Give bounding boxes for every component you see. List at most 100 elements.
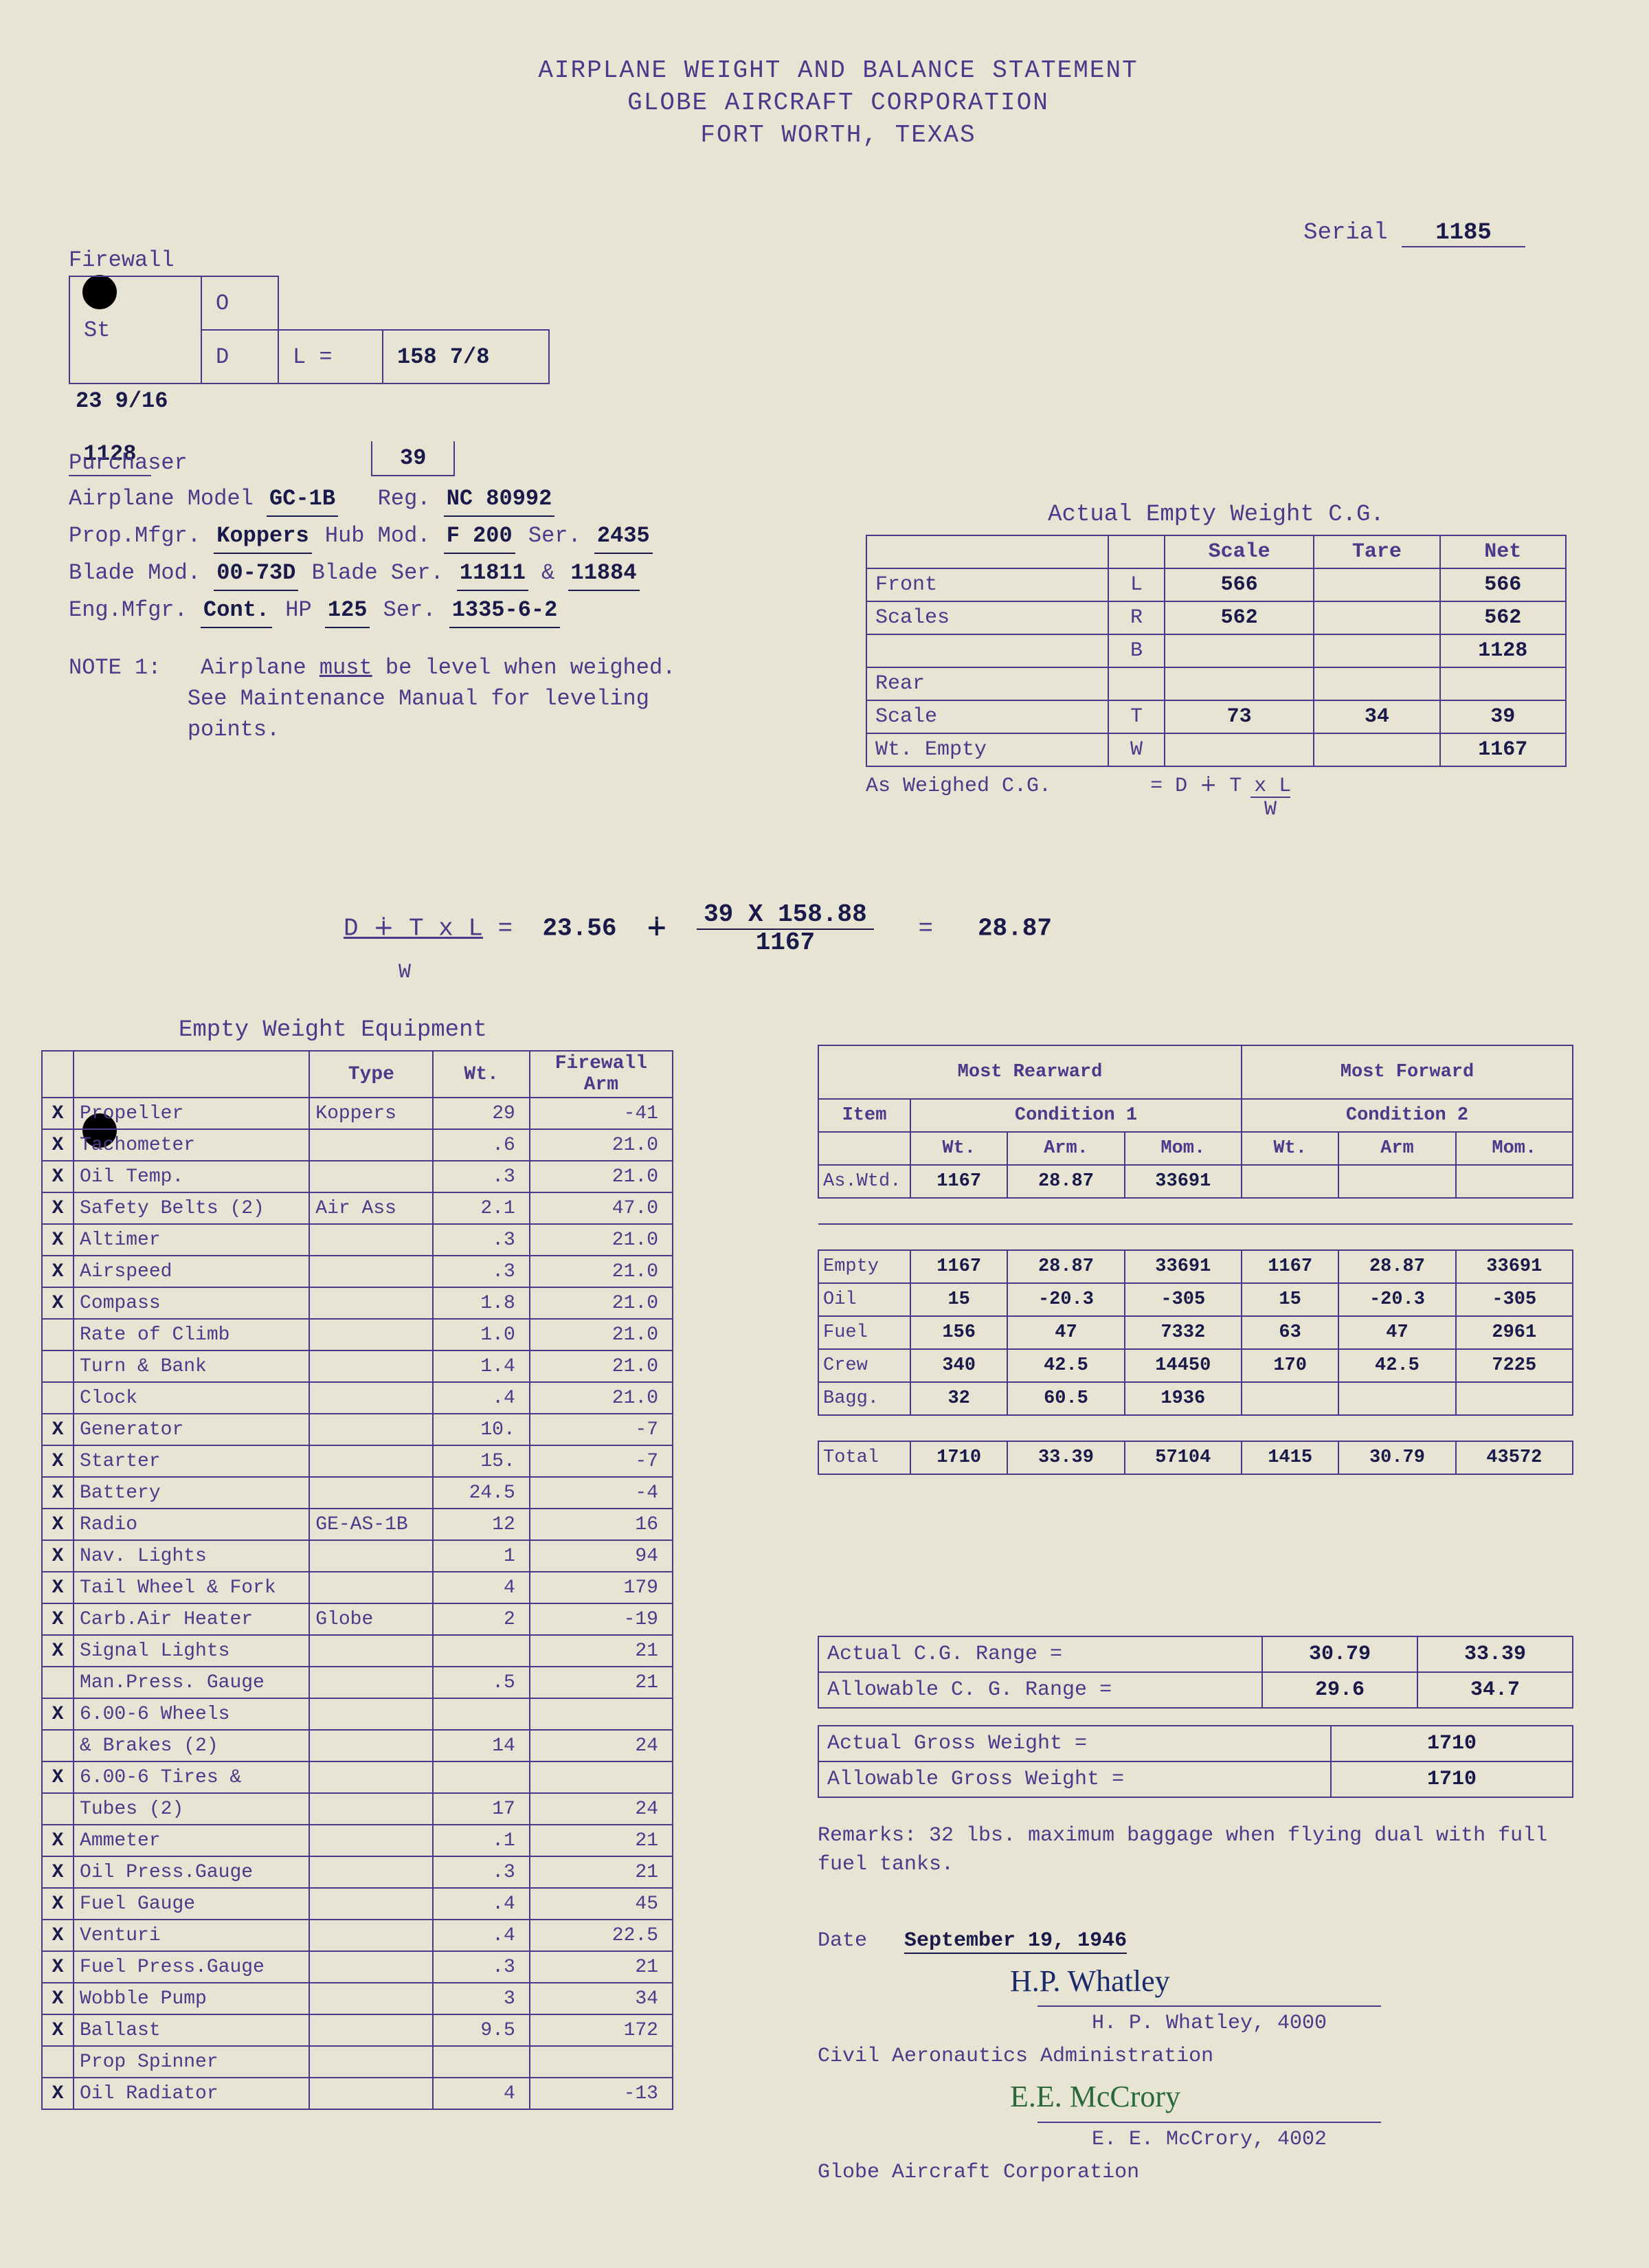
serial-label: Serial (1303, 220, 1387, 246)
d-label: D (216, 344, 229, 370)
wcg-cell: 34 (1314, 700, 1439, 733)
equipment-row: XWobble Pump334 (42, 1983, 673, 2014)
equipment-cell: Clock (74, 1382, 309, 1414)
equipment-row: XPropellerKoppers29-41 (42, 1098, 673, 1129)
rear-header: Most Rearward (958, 1062, 1103, 1082)
equipment-cell: X (42, 1224, 74, 1256)
wcg-cell (1314, 667, 1439, 700)
equipment-cell: X (42, 1635, 74, 1667)
hub-mod-value: F 200 (444, 520, 515, 554)
equipment-cell: 9.5 (433, 2014, 529, 2046)
equipment-cell: Ballast (74, 2014, 309, 2046)
l-value: 158 7/8 (397, 344, 489, 370)
equipment-cell: 29 (433, 1098, 529, 1129)
equipment-row: XSafety Belts (2)Air Ass2.147.0 (42, 1192, 673, 1224)
cond-aswtd-cell: 33691 (1125, 1165, 1242, 1198)
equipment-cell (309, 1888, 433, 1920)
equipment-row: X6.00-6 Wheels (42, 1698, 673, 1730)
equipment-cell: Airspeed (74, 1256, 309, 1287)
note-label: NOTE 1: (69, 655, 161, 680)
equipment-cell (42, 1793, 74, 1825)
wcg-cell (1108, 667, 1165, 700)
equipment-cell: Carb.Air Heater (74, 1603, 309, 1635)
equipment-cell (309, 1161, 433, 1192)
wcg-cell: 39 (1440, 700, 1566, 733)
equipment-row: XOil Radiator4-13 (42, 2078, 673, 2109)
equipment-row: XFuel Gauge.445 (42, 1888, 673, 1920)
condition-total-cell: 33.39 (1007, 1441, 1124, 1474)
formula-eq2: = (919, 915, 934, 943)
equipment-cell: Generator (74, 1414, 309, 1445)
formula-result: 28.87 (978, 915, 1052, 943)
header-line2: GLOBE AIRCRAFT CORPORATION (69, 87, 1608, 120)
equipment-row: XTachometer.621.0 (42, 1129, 673, 1161)
condition-cell: 7332 (1125, 1316, 1242, 1349)
equipment-cell: 1 (433, 1540, 529, 1572)
cond-aswtd-cell: 1167 (910, 1165, 1007, 1198)
wcg-cell (1314, 601, 1439, 634)
equipment-row: XAltimer.321.0 (42, 1224, 673, 1256)
equipment-cell (42, 1382, 74, 1414)
range-cell: Allowable C. G. Range = (818, 1672, 1262, 1708)
equipment-cell: .5 (433, 1667, 529, 1698)
equipment-cell (309, 2014, 433, 2046)
equipment-row: XFuel Press.Gauge.321 (42, 1951, 673, 1983)
equipment-cell: Radio (74, 1509, 309, 1540)
equipment-cell: X (42, 1192, 74, 1224)
condition-row: Empty116728.8733691116728.8733691 (818, 1250, 1573, 1283)
equipment-cell: X (42, 2078, 74, 2109)
equipment-cell: X (42, 1098, 74, 1129)
equipment-row: XSignal Lights21 (42, 1635, 673, 1667)
cond-subcol: Mom. (1456, 1132, 1573, 1165)
equipment-cell: 1.8 (433, 1287, 529, 1319)
equipment-cell: X (42, 1825, 74, 1856)
document-header: AIRPLANE WEIGHT AND BALANCE STATEMENT GL… (69, 55, 1608, 151)
hp-label: HP (285, 597, 311, 623)
wcg-cell: Scales (866, 601, 1108, 634)
equipment-row: Prop Spinner (42, 2046, 673, 2078)
condition-cell: 14450 (1125, 1349, 1242, 1382)
sig2-org: Globe Aircraft Corporation (818, 2156, 1573, 2189)
formula-plus: ∔ (647, 915, 667, 943)
equipment-cell: 14 (433, 1730, 529, 1761)
wcg-cell: 73 (1165, 700, 1314, 733)
condition-cell: Bagg. (818, 1382, 910, 1415)
equipment-cell: .3 (433, 1161, 529, 1192)
equipment-cell: X (42, 1761, 74, 1793)
condition-row: Fuel15647733263472961 (818, 1316, 1573, 1349)
condition-cell: Crew (818, 1349, 910, 1382)
serial-field: Serial 1185 (1303, 220, 1525, 247)
date-value: September 19, 1946 (904, 1929, 1127, 1954)
wcg-cell (1314, 568, 1439, 601)
equipment-cell: -19 (530, 1603, 673, 1635)
date-label: Date (818, 1929, 867, 1953)
note-text1: Airplane (201, 655, 306, 680)
equipment-cell: 21.0 (530, 1224, 673, 1256)
sig1-name: H. P. Whatley, 4000 (1037, 2005, 1381, 2040)
wcg-cell: B (1108, 634, 1165, 667)
equip-col-wt: Wt. (464, 1064, 498, 1085)
equipment-cell: X (42, 1951, 74, 1983)
note-must: must (319, 655, 372, 680)
equipment-cell: X (42, 1603, 74, 1635)
equipment-cell (309, 1825, 433, 1856)
equipment-cell: 22.5 (530, 1920, 673, 1951)
model-label: Airplane Model (69, 486, 254, 511)
condition-cell: 170 (1242, 1349, 1338, 1382)
equipment-row: XOil Temp..321.0 (42, 1161, 673, 1192)
equipment-cell: X (42, 1888, 74, 1920)
cond-subcol: Arm. (1007, 1132, 1124, 1165)
equipment-cell: X (42, 1572, 74, 1603)
ranges-tables: Actual C.G. Range =30.7933.39Allowable C… (818, 1636, 1573, 1798)
condition-cell: 33691 (1456, 1250, 1573, 1283)
cg-formula: = D ∔ T x L (1150, 775, 1291, 798)
weight-cg-caption: Actual Empty Weight C.G. (866, 502, 1567, 535)
equipment-cell: 21 (530, 1635, 673, 1667)
equipment-cell: X (42, 1445, 74, 1477)
amp-label: & (541, 560, 554, 586)
range-cell: 33.39 (1417, 1636, 1573, 1672)
equipment-cell: X (42, 1287, 74, 1319)
equipment-row: Turn & Bank1.421.0 (42, 1350, 673, 1382)
equipment-cell (42, 1319, 74, 1350)
remarks-block: Remarks: 32 lbs. maximum baggage when fl… (818, 1821, 1573, 1879)
